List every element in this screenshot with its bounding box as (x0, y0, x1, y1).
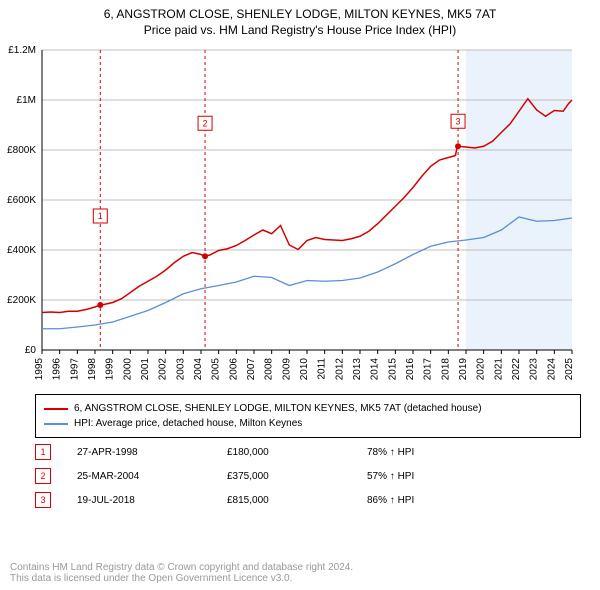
svg-text:2005: 2005 (211, 358, 222, 381)
svg-text:1995: 1995 (34, 358, 45, 381)
event-date: 27-APR-1998 (77, 440, 227, 464)
svg-text:2: 2 (203, 118, 208, 128)
svg-text:2017: 2017 (423, 358, 434, 381)
svg-text:2020: 2020 (476, 358, 487, 381)
svg-text:2016: 2016 (405, 358, 416, 381)
event-number-box: 2 (35, 468, 51, 484)
svg-text:2022: 2022 (511, 358, 522, 381)
svg-text:2018: 2018 (440, 358, 451, 381)
event-table: 1 27-APR-1998 £180,000 78% ↑ HPI 2 25-MA… (35, 440, 563, 512)
svg-text:2015: 2015 (387, 358, 398, 381)
svg-text:1996: 1996 (52, 358, 63, 381)
svg-text:1997: 1997 (69, 358, 80, 381)
svg-text:£800K: £800K (7, 145, 36, 156)
legend-label: 6, ANGSTROM CLOSE, SHENLEY LODGE, MILTON… (74, 401, 482, 416)
svg-text:£0: £0 (25, 345, 37, 356)
svg-text:2013: 2013 (352, 358, 363, 381)
attribution-line: Contains HM Land Registry data © Crown c… (10, 562, 590, 573)
event-price: £815,000 (227, 488, 367, 512)
svg-text:2008: 2008 (264, 358, 275, 381)
svg-text:£600K: £600K (7, 195, 36, 206)
svg-text:2009: 2009 (281, 358, 292, 381)
svg-text:2025: 2025 (564, 358, 575, 381)
legend-item: HPI: Average price, detached house, Milt… (44, 416, 572, 431)
legend-item: 6, ANGSTROM CLOSE, SHENLEY LODGE, MILTON… (44, 401, 572, 416)
table-row: 1 27-APR-1998 £180,000 78% ↑ HPI (35, 440, 563, 464)
svg-text:1999: 1999 (105, 358, 116, 381)
svg-text:2024: 2024 (546, 358, 557, 381)
svg-text:2014: 2014 (370, 358, 381, 381)
chart-title: 6, ANGSTROM CLOSE, SHENLEY LODGE, MILTON… (0, 0, 600, 38)
event-date: 25-MAR-2004 (77, 464, 227, 488)
svg-text:£400K: £400K (7, 245, 36, 256)
svg-text:1998: 1998 (87, 358, 98, 381)
svg-text:2011: 2011 (317, 358, 328, 380)
svg-text:2003: 2003 (175, 358, 186, 381)
event-number-box: 3 (35, 492, 51, 508)
event-number-box: 1 (35, 444, 51, 460)
event-price: £375,000 (227, 464, 367, 488)
svg-text:2019: 2019 (458, 358, 469, 381)
chart-svg: £0 £200K £400K £600K £800K £1M £1.2M 1995 1996 19… (0, 44, 600, 388)
svg-text:3: 3 (456, 116, 461, 126)
svg-text:2006: 2006 (228, 358, 239, 381)
svg-text:2010: 2010 (299, 358, 310, 381)
title-line-1: 6, ANGSTROM CLOSE, SHENLEY LODGE, MILTON… (0, 6, 600, 22)
event-delta: 86% ↑ HPI (367, 488, 563, 512)
table-row: 3 19-JUL-2018 £815,000 86% ↑ HPI (35, 488, 563, 512)
svg-text:£200K: £200K (7, 295, 36, 306)
event-date: 19-JUL-2018 (77, 488, 227, 512)
svg-text:£1.2M: £1.2M (8, 45, 36, 56)
legend-swatch (44, 423, 68, 425)
svg-text:2000: 2000 (122, 358, 133, 381)
svg-text:2004: 2004 (193, 358, 204, 381)
svg-text:2021: 2021 (493, 358, 504, 381)
attribution: Contains HM Land Registry data © Crown c… (10, 562, 590, 584)
legend-swatch (44, 408, 68, 410)
svg-text:2023: 2023 (529, 358, 540, 381)
title-line-2: Price paid vs. HM Land Registry's House … (0, 22, 600, 38)
svg-text:1: 1 (98, 211, 103, 221)
svg-text:2001: 2001 (140, 358, 151, 381)
legend-label: HPI: Average price, detached house, Milt… (74, 416, 302, 431)
svg-text:2012: 2012 (334, 358, 345, 381)
event-price: £180,000 (227, 440, 367, 464)
event-delta: 78% ↑ HPI (367, 440, 563, 464)
attribution-line: This data is licensed under the Open Gov… (10, 573, 590, 584)
event-delta: 57% ↑ HPI (367, 464, 563, 488)
svg-text:£1M: £1M (17, 95, 36, 106)
chart-area: £0 £200K £400K £600K £800K £1M £1.2M 1995 1996 19… (0, 44, 600, 388)
legend: 6, ANGSTROM CLOSE, SHENLEY LODGE, MILTON… (35, 394, 581, 438)
table-row: 2 25-MAR-2004 £375,000 57% ↑ HPI (35, 464, 563, 488)
svg-text:2002: 2002 (158, 358, 169, 381)
svg-text:2007: 2007 (246, 358, 257, 381)
